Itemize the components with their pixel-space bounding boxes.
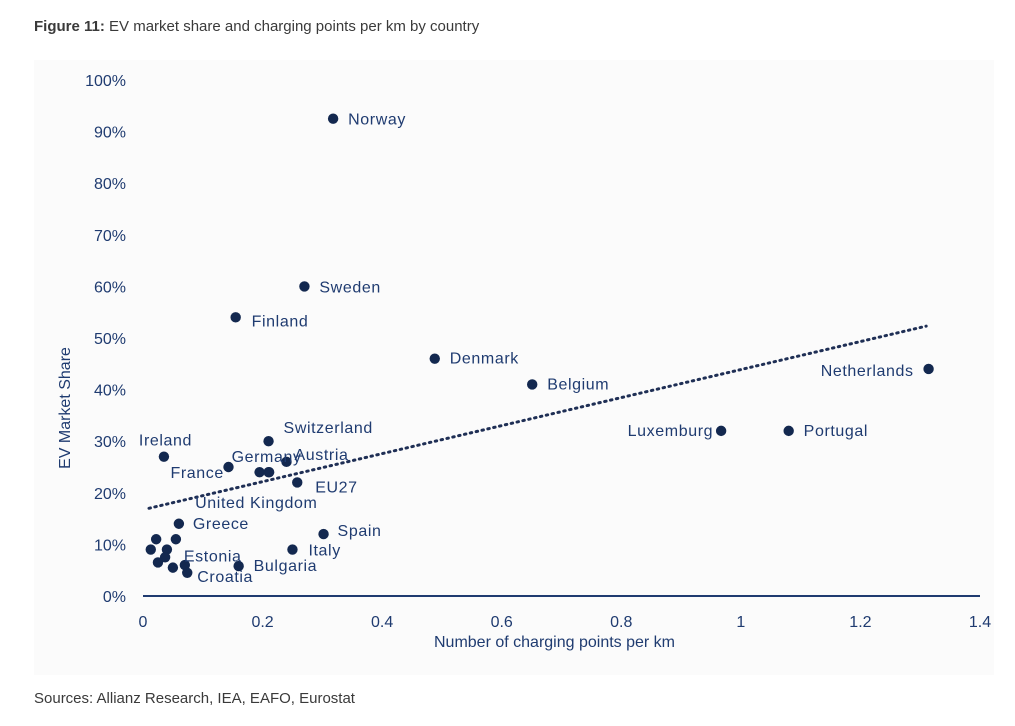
point-label: Luxemburg: [628, 423, 713, 440]
data-point: [263, 436, 274, 447]
y-tick-label: 10%: [94, 537, 126, 554]
data-point: [152, 557, 164, 568]
data-point: [715, 425, 727, 437]
point-label: Norway: [348, 112, 406, 129]
y-axis-title: EV Market Share: [57, 347, 74, 469]
point-label: Belgium: [547, 376, 609, 393]
data-point: [158, 451, 170, 462]
data-point: [150, 534, 162, 545]
data-point: [254, 466, 265, 478]
axes-group: 0% 10% 20% 30% 40% 50% 60% 70% 80% 90% 100% 0 0.2 0.4…: [57, 73, 991, 651]
point-label: EU27: [315, 479, 357, 496]
scatter-chart: 0% 10% 20% 30% 40% 50% 60% 70% 80% 90% 100% 0 0.2 0.4…: [57, 73, 991, 651]
plot-panel: 0% 10% 20% 30% 40% 50% 60% 70% 80% 90% 100% 0 0.2 0.4…: [34, 60, 994, 675]
data-point: [299, 281, 310, 292]
point-label: Estonia: [184, 549, 242, 566]
data-point: [145, 544, 156, 555]
trendline-group: [147, 324, 928, 510]
data-point: [223, 461, 234, 473]
point-label: Finland: [252, 313, 309, 330]
figure-number: Figure 11:: [34, 18, 105, 35]
x-tick-label: 0.4: [371, 614, 393, 631]
y-tick-label: 20%: [94, 486, 126, 503]
point-label: Germany: [232, 449, 302, 466]
data-point: [159, 552, 171, 563]
x-tick-label: 1: [736, 614, 745, 631]
x-tick-label: 1.2: [849, 614, 871, 631]
data-point: [923, 363, 934, 375]
point-labels-group: Norway Sweden Finland Denmark Belgium Netherl…: [139, 112, 914, 586]
data-point: [783, 425, 794, 437]
y-tick-label: 100%: [85, 73, 126, 90]
point-label: Spain: [338, 523, 382, 540]
data-point: [182, 567, 193, 578]
point-label: Sweden: [319, 279, 380, 296]
figure-title: Figure 11: EV market share and charging …: [34, 18, 479, 35]
data-point: [230, 312, 241, 323]
trendline: [147, 324, 928, 510]
x-tick-label: 0: [139, 614, 148, 631]
data-point: [161, 544, 173, 555]
data-point: [527, 379, 538, 390]
data-point: [167, 562, 179, 573]
y-tick-label: 40%: [94, 383, 126, 400]
figure-title-text: EV market share and charging points per …: [109, 18, 480, 35]
y-tick-label: 0%: [103, 589, 126, 606]
x-tick-label: 0.8: [610, 614, 632, 631]
point-label: Austria: [294, 447, 348, 464]
data-point: [263, 466, 275, 478]
point-label: Netherlands: [821, 363, 914, 380]
point-label: United Kingdom: [195, 495, 317, 512]
data-point: [170, 534, 182, 545]
point-label: Croatia: [197, 569, 253, 586]
data-point: [233, 560, 244, 572]
y-tick-label: 50%: [94, 331, 126, 348]
x-tick-label: 0.6: [491, 614, 513, 631]
point-label: France: [170, 465, 223, 482]
point-label: Switzerland: [284, 420, 373, 437]
sources-note: Sources: Allianz Research, IEA, EAFO, Eu…: [34, 690, 355, 707]
y-tick-label: 80%: [94, 176, 126, 193]
data-point: [281, 456, 292, 468]
point-label: Bulgaria: [254, 558, 318, 575]
y-tick-label: 30%: [94, 434, 126, 451]
x-tick-label: 0.2: [251, 614, 273, 631]
point-label: Italy: [308, 543, 340, 560]
y-tick-label: 60%: [94, 279, 126, 296]
x-axis-title: Number of charging points per km: [434, 634, 675, 651]
y-tick-label: 70%: [94, 228, 126, 245]
data-point: [287, 544, 298, 555]
data-point: [429, 353, 440, 364]
data-point: [173, 518, 185, 529]
data-point: [318, 528, 329, 540]
points-group: [145, 113, 934, 578]
point-label: Denmark: [450, 351, 520, 368]
y-tick-label: 90%: [94, 125, 126, 142]
point-label: Greece: [193, 516, 249, 533]
data-point: [292, 477, 303, 488]
data-point: [327, 113, 339, 124]
x-tick-label: 1.4: [969, 614, 991, 631]
point-label: Ireland: [139, 433, 192, 450]
point-label: Portugal: [804, 423, 868, 440]
